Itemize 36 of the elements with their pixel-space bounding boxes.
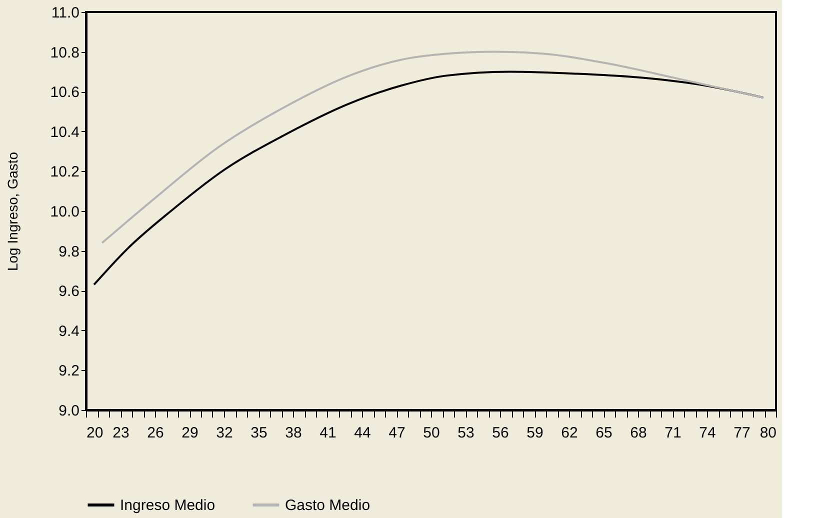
x-tick-label: 80: [760, 424, 776, 442]
y-axis-title: Log Ingreso, Gasto: [4, 152, 20, 272]
x-tick-label: 65: [596, 424, 612, 442]
y-tick-label: 10.4: [50, 124, 80, 141]
x-tick-label: 44: [354, 424, 371, 442]
x-tick-label: 41: [320, 424, 336, 442]
x-tick-label: 35: [250, 424, 268, 442]
legend-label: Gasto Medio: [285, 497, 370, 514]
x-tick-label: 56: [492, 424, 509, 442]
y-tick-label: 10.2: [50, 164, 80, 181]
x-tick-label: 29: [182, 424, 198, 442]
y-tick-label: 10.0: [50, 204, 80, 220]
y-tick-label: 9.4: [58, 322, 80, 340]
y-tick-label: 10.6: [50, 84, 80, 102]
y-tick-label: 9.6: [58, 283, 80, 300]
y-tick-label: 9.8: [58, 243, 80, 260]
x-tick-label: 26: [147, 424, 164, 442]
x-tick-label: 62: [561, 424, 578, 442]
legend-label: Ingreso Medio: [120, 497, 216, 514]
x-tick-label: 53: [458, 424, 474, 442]
y-tick-label: 10.8: [50, 44, 80, 62]
x-tick-label: 74: [699, 424, 716, 442]
x-tick-label: 38: [285, 424, 302, 442]
y-tick-label: 11.0: [51, 4, 80, 22]
x-tick-label: 68: [630, 424, 647, 442]
x-tick-label: 59: [526, 424, 544, 442]
x-tick-label: 50: [423, 424, 440, 442]
x-tick-label: 20: [86, 424, 104, 442]
x-tick-label: 32: [216, 424, 233, 442]
x-tick-label: 47: [388, 424, 406, 442]
y-tick-label: 9.0: [58, 402, 80, 420]
line-series: [101, 50, 764, 244]
x-tick-label: 71: [664, 424, 682, 442]
x-tick-label: 77: [734, 424, 750, 442]
x-tick-label: 23: [112, 424, 130, 442]
y-tick-label: 9.2: [58, 362, 80, 380]
